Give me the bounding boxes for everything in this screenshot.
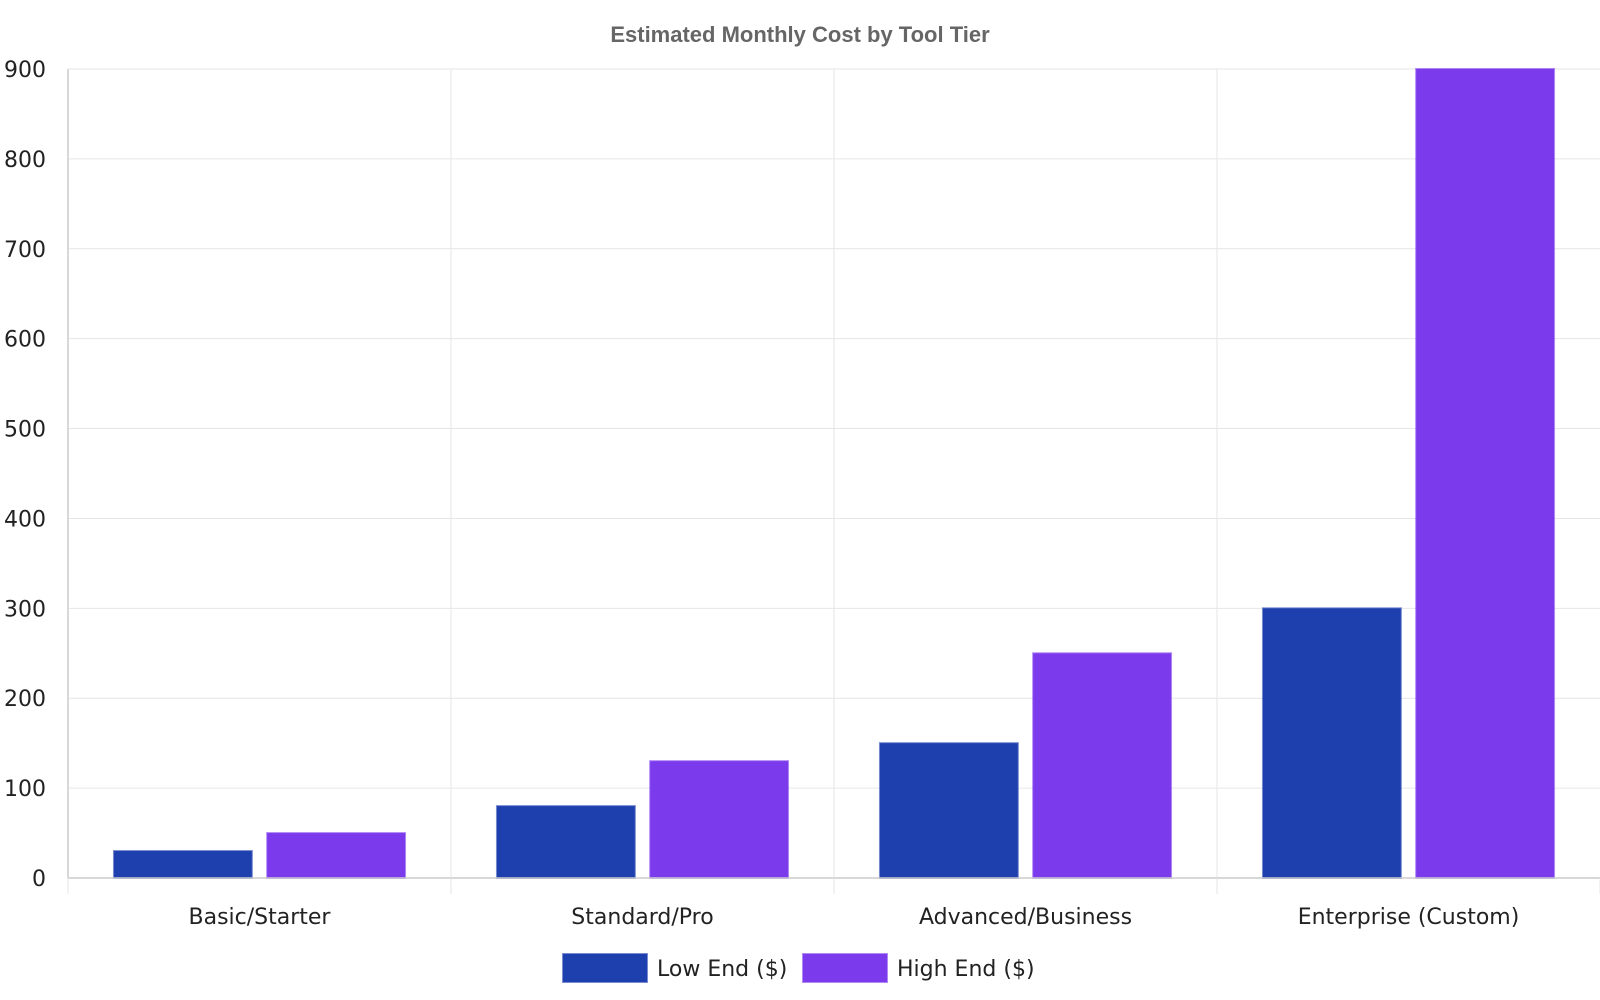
bars — [112, 68, 1556, 880]
bar-low-end — [1261, 607, 1402, 879]
y-tick-label: 200 — [4, 687, 46, 712]
legend-label: High End ($) — [897, 957, 1035, 982]
bar-high-end — [266, 832, 407, 879]
bar-high-end — [1032, 652, 1173, 879]
legend: Low End ($) High End ($) — [562, 953, 1035, 983]
y-tick-label: 900 — [4, 58, 46, 83]
bar-low-end — [112, 850, 253, 879]
bar-high-end — [1415, 68, 1556, 879]
gridlines — [68, 68, 1600, 878]
x-tick-label: Advanced/Business — [919, 905, 1132, 930]
y-tick-label: 500 — [4, 418, 46, 443]
y-tick-label: 600 — [4, 328, 46, 353]
y-tick-label: 400 — [4, 507, 46, 532]
x-tick-label: Basic/Starter — [189, 905, 332, 930]
x-tick-label: Standard/Pro — [571, 905, 713, 930]
legend-swatch — [562, 953, 648, 983]
y-tick-label: 0 — [32, 867, 46, 892]
y-tick-label: 700 — [4, 238, 46, 263]
y-tick-label: 800 — [4, 148, 46, 173]
bar-low-end — [495, 805, 636, 879]
chart-title: Estimated Monthly Cost by Tool Tier — [610, 22, 990, 47]
y-tick-label: 100 — [4, 777, 46, 802]
y-tick-label: 300 — [4, 597, 46, 622]
x-axis-ticks: Basic/Starter Standard/Pro Advanced/Busine… — [189, 905, 1520, 930]
bar-low-end — [878, 742, 1019, 880]
y-axis-ticks: 0 100 200 300 400 500 600 700 800 900 — [4, 58, 46, 892]
legend-label: Low End ($) — [657, 957, 787, 982]
legend-swatch — [802, 953, 888, 983]
x-tick-label: Enterprise (Custom) — [1298, 905, 1520, 930]
axes — [67, 69, 1600, 894]
bar-high-end — [649, 760, 790, 880]
